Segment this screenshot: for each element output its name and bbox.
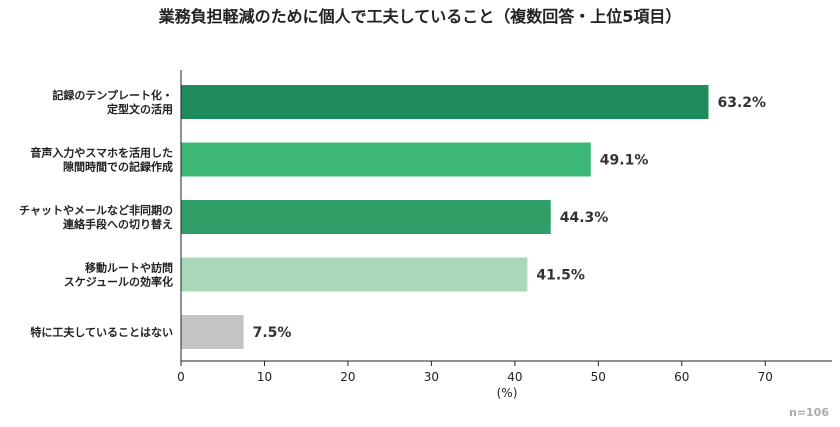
category-label: 記録のテンプレート化・ [52, 88, 173, 102]
category-label: 隙間時間での記録作成 [63, 160, 173, 174]
category-label: スケジュールの効率化 [64, 275, 173, 289]
x-tick-label: 60 [674, 370, 689, 384]
category-label: 連絡手段への切り替え [63, 217, 173, 231]
x-tick-label: 20 [340, 370, 355, 384]
chart-title: 業務負担軽減のために個人で工夫していること（複数回答・上位5項目） [158, 7, 682, 26]
data-label: 63.2% [717, 95, 766, 111]
data-label: 7.5% [253, 325, 292, 341]
category-label: 移動ルートや訪問 [85, 261, 173, 275]
data-label: 44.3% [560, 210, 609, 226]
x-tick-label: 50 [591, 370, 606, 384]
x-axis: 0 10 20 30 40 50 60 70 [177, 70, 832, 384]
category-label: 定型文の活用 [107, 102, 173, 116]
x-tick-label: 30 [424, 370, 439, 384]
bar [181, 315, 244, 349]
category-label: 特に工夫していることはない [30, 325, 173, 339]
x-tick-label: 10 [257, 370, 272, 384]
bar [181, 257, 528, 292]
category-label: 音声入力やスマホを活用した [30, 146, 173, 160]
x-tick-label: 0 [177, 370, 185, 384]
category-labels: 記録のテンプレート化・定型文の活用音声入力やスマホを活用した隙間時間での記録作成… [19, 88, 173, 339]
category-label: チャットやメールなど非同期の [19, 203, 173, 217]
data-label: 41.5% [536, 268, 585, 284]
x-tick-label: 70 [758, 370, 773, 384]
bar [181, 85, 709, 119]
sample-size-note: n=106 [789, 406, 829, 419]
x-tick-label: 40 [507, 370, 522, 384]
bar [181, 200, 551, 234]
bars-layer [181, 85, 709, 349]
data-label: 49.1% [600, 153, 649, 169]
value-labels: 63.2% 49.1% 44.3% 41.5% 7.5% [253, 95, 766, 341]
bar [181, 142, 591, 177]
x-axis-label: (%) [497, 386, 518, 400]
